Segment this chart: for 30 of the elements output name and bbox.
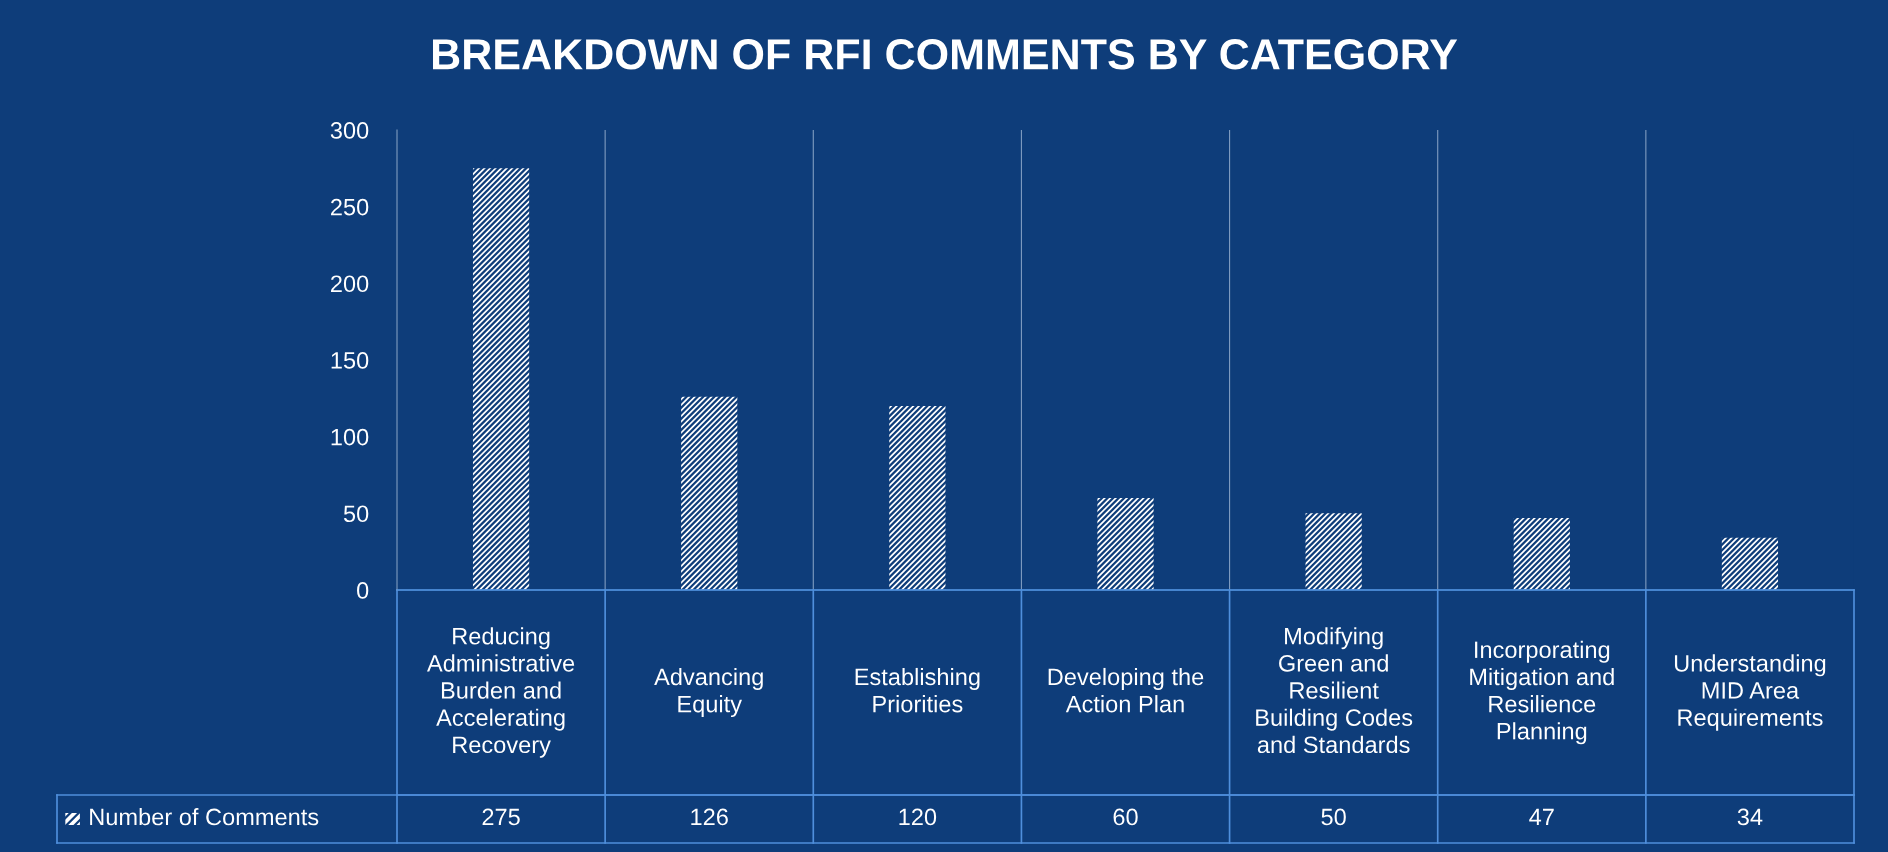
data-label: 120: [899, 808, 937, 826]
y-tick-label: 200: [331, 275, 369, 293]
y-tick-label: 50: [343, 505, 369, 523]
data-label: 50: [1321, 808, 1346, 826]
y-tick-label: 0: [357, 582, 369, 599]
y-tick-label: 300: [330, 122, 369, 139]
bar: [1097, 498, 1154, 590]
x-tick-label: Understanding MID Area Requirements: [1674, 654, 1826, 731]
data-label: 47: [1529, 808, 1554, 826]
y-tick-label: 150: [331, 352, 369, 369]
data-label: 275: [482, 808, 520, 826]
y-tick-label: 100: [331, 428, 369, 446]
x-tick-label: Reducing Administrative Burden and Accelerating Recovery: [426, 627, 575, 758]
x-tick-label: Advancing Equity: [654, 667, 763, 718]
data-label: 34: [1737, 808, 1763, 826]
bar: [1513, 517, 1570, 590]
bar: [1721, 537, 1779, 590]
data-label: 60: [1113, 808, 1138, 826]
chart-title: BREAKDOWN OF RFI COMMENTS BY CATEGORY: [432, 39, 1458, 70]
x-tick-label: Incorporating Mitigation and Resilience Planning: [1470, 640, 1614, 745]
x-tick-label: Modifying Green and Resilient Building Codes and Standards: [1256, 627, 1413, 754]
data-label: 126: [691, 808, 728, 826]
x-tick-label: Developing the Action Plan: [1048, 667, 1204, 713]
y-tick-label: 250: [331, 198, 369, 216]
bar: [681, 396, 738, 590]
x-tick-label: Establishing Priorities: [855, 667, 980, 713]
bar: [472, 168, 530, 590]
text: Number of Comments: [90, 807, 319, 826]
bar: [889, 406, 946, 590]
bar: [1305, 513, 1362, 590]
